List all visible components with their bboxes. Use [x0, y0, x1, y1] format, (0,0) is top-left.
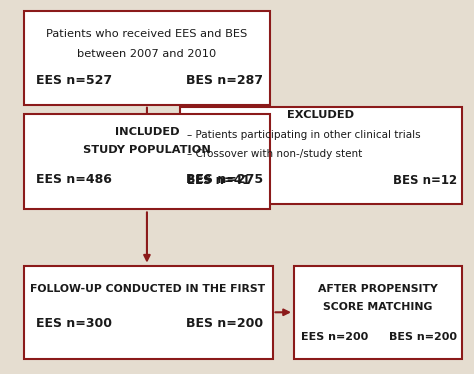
- Text: – Crossover with non-/study stent: – Crossover with non-/study stent: [187, 149, 363, 159]
- Text: SCORE MATCHING: SCORE MATCHING: [323, 303, 432, 312]
- Text: EES n=300: EES n=300: [36, 317, 111, 330]
- Text: INCLUDED: INCLUDED: [115, 127, 179, 137]
- Text: AFTER PROPENSITY: AFTER PROPENSITY: [318, 284, 438, 294]
- Text: EES n=200: EES n=200: [301, 332, 368, 342]
- Text: BES n=200: BES n=200: [390, 332, 457, 342]
- Text: Patients who received EES and BES: Patients who received EES and BES: [46, 29, 247, 39]
- Text: – Patients participating in other clinical trials: – Patients participating in other clinic…: [187, 131, 421, 140]
- Text: BES n=275: BES n=275: [186, 173, 263, 186]
- Text: EES n=486: EES n=486: [36, 173, 111, 186]
- FancyBboxPatch shape: [24, 11, 270, 105]
- Text: BES n=12: BES n=12: [393, 174, 457, 187]
- Text: between 2007 and 2010: between 2007 and 2010: [77, 49, 217, 59]
- Text: EXCLUDED: EXCLUDED: [287, 110, 355, 120]
- Text: BES n=287: BES n=287: [186, 74, 263, 87]
- FancyBboxPatch shape: [180, 107, 462, 204]
- Text: STUDY POPULATION: STUDY POPULATION: [83, 145, 211, 155]
- FancyBboxPatch shape: [294, 266, 462, 359]
- Text: EES n=527: EES n=527: [36, 74, 112, 87]
- Text: EES n=41: EES n=41: [187, 174, 250, 187]
- FancyBboxPatch shape: [24, 266, 273, 359]
- Text: BES n=200: BES n=200: [186, 317, 263, 330]
- Text: FOLLOW-UP CONDUCTED IN THE FIRST: FOLLOW-UP CONDUCTED IN THE FIRST: [30, 284, 265, 294]
- FancyBboxPatch shape: [24, 114, 270, 209]
